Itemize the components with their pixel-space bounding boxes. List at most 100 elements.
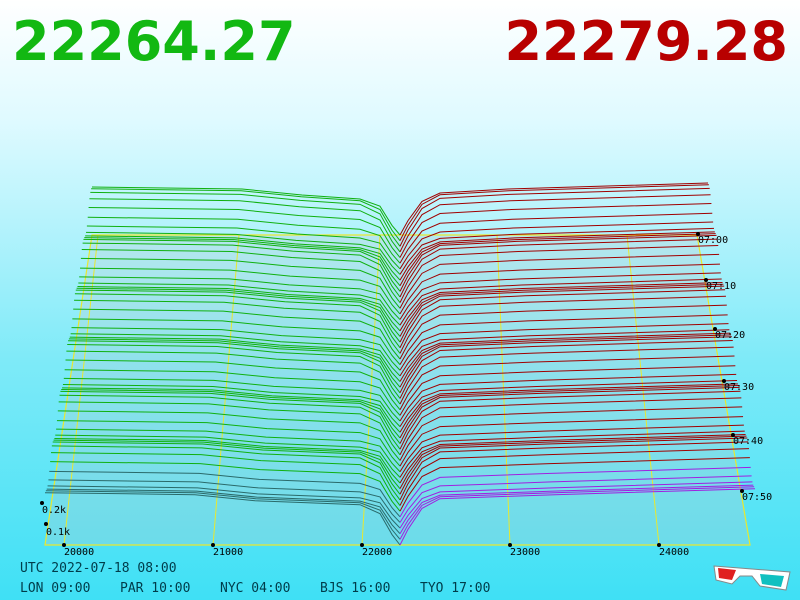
ask-depth-line	[399, 182, 709, 236]
bid-depth-line	[59, 394, 401, 450]
bid-depth-line	[66, 350, 401, 405]
price-label: 20000	[64, 547, 94, 558]
price-tick	[211, 543, 215, 547]
ask-depth-line	[399, 282, 723, 332]
cyan-lens	[760, 574, 784, 587]
bid-depth-line	[76, 287, 401, 337]
ask-depth-line	[399, 475, 752, 523]
ask-depth-line	[399, 203, 712, 258]
ask-depth-line	[399, 278, 722, 326]
ask-depth-line	[399, 289, 726, 348]
ask-depth-line	[399, 397, 742, 456]
ask-depth-line	[399, 221, 714, 270]
bid-depth-line	[70, 333, 401, 377]
ask-depth-line	[399, 457, 750, 512]
ask-depth-line	[399, 466, 751, 518]
bid-depth-line	[46, 488, 401, 535]
ask-depth-line	[399, 227, 714, 275]
ask-depth-line	[399, 231, 715, 281]
ask-depth-line	[399, 430, 745, 478]
price-gridline	[496, 234, 511, 546]
ask-depth-line	[399, 481, 753, 529]
bid-depth-line	[91, 188, 401, 241]
bid-depth-line	[58, 401, 401, 456]
bid-depth-line	[87, 216, 401, 264]
ask-depth-line	[399, 304, 727, 360]
clocks: LON 09:00 PAR 10:00 NYC 04:00 BJS 16:00 TYO …	[20, 581, 490, 596]
bid-depth-line	[54, 437, 401, 484]
bid-depth-line	[61, 389, 401, 439]
price-label: 21000	[213, 547, 243, 558]
clock: TYO 17:00	[420, 581, 490, 596]
ask-depth-line	[399, 285, 725, 343]
red-lens	[718, 568, 736, 580]
ask-depth-line	[399, 365, 736, 416]
ask-depth-line	[399, 272, 721, 320]
ask-depth-line	[399, 336, 732, 394]
depth-label: 0.2k	[42, 505, 66, 516]
price-tick	[657, 543, 661, 547]
bid-depth-line	[44, 492, 401, 546]
bid-depth-line	[78, 282, 401, 326]
bid-depth-line	[52, 441, 401, 495]
bid-depth-line	[65, 359, 401, 411]
bid-depth-line	[74, 293, 401, 349]
bid-depth-line	[60, 390, 401, 444]
time-tick	[722, 379, 726, 383]
ask-depth-line	[399, 263, 720, 315]
bid-price: 22264.27	[12, 10, 296, 73]
ask-depth-line	[399, 194, 711, 253]
ask-depth-line	[399, 448, 750, 506]
ask-depth-line	[399, 385, 739, 439]
ask-depth-line	[399, 187, 710, 247]
bid-depth-line	[63, 377, 401, 422]
bid-depth-line	[50, 452, 401, 506]
bid-depth-line	[73, 308, 401, 360]
time-label: 07:20	[715, 330, 745, 341]
price-tick	[62, 543, 66, 547]
bid-depth-line	[83, 238, 401, 292]
ask-depth-line	[399, 253, 720, 309]
time-tick	[740, 489, 744, 493]
bid-depth-line	[74, 299, 401, 354]
ask-depth-line	[399, 339, 733, 399]
bid-depth-line	[64, 369, 401, 416]
price-tick	[508, 543, 512, 547]
ask-depth-line	[399, 323, 729, 371]
price-label: 24000	[659, 547, 689, 558]
ask-depth-line	[399, 383, 738, 433]
bid-depth-line	[86, 225, 401, 270]
bid-depth-line	[89, 198, 401, 253]
bid-depth-line	[62, 387, 401, 433]
ask-depth-line	[399, 184, 709, 241]
bid-depth-line	[68, 340, 401, 394]
bid-depth-line	[90, 191, 401, 247]
bid-depth-line	[91, 186, 401, 236]
ask-depth-line	[399, 484, 754, 534]
bid-depth-line	[47, 485, 401, 529]
time-tick	[704, 278, 708, 282]
bid-depth-line	[53, 439, 401, 489]
ask-depth-line	[399, 424, 744, 472]
ask-depth-line	[399, 379, 738, 427]
price-tick	[360, 543, 364, 547]
bid-depth-line	[81, 249, 401, 303]
bid-depth-line	[56, 420, 401, 467]
bid-depth-line	[75, 289, 401, 343]
bid-depth-line	[56, 428, 401, 473]
clock: BJS 16:00	[320, 581, 390, 596]
price-label: 22000	[362, 547, 392, 558]
ask-depth-line	[399, 346, 734, 405]
bid-depth-line	[79, 276, 401, 320]
bid-depth-line	[51, 445, 401, 501]
time-label: 07:10	[706, 281, 736, 292]
ask-depth-line	[399, 441, 749, 501]
bid-depth-line	[85, 235, 401, 281]
bid-depth-line	[80, 257, 401, 309]
bid-depth-line	[57, 410, 401, 461]
bid-depth-line	[86, 231, 401, 275]
ask-depth-line	[399, 373, 737, 422]
time-tick	[713, 327, 717, 331]
bid-depth-line	[55, 434, 401, 478]
